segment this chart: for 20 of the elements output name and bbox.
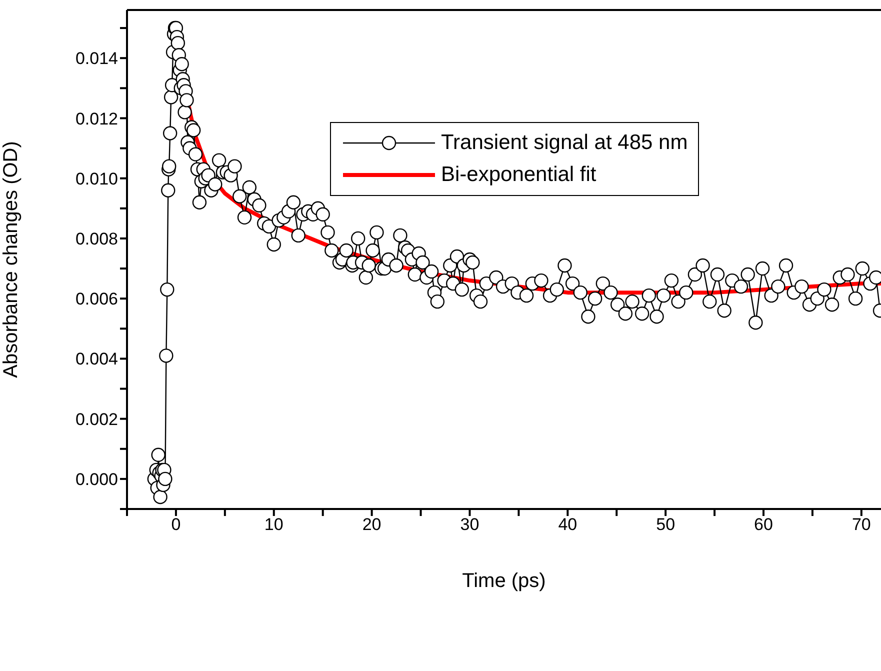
y-tick-label: 0.006	[75, 290, 118, 309]
y-tick-label: 0.004	[75, 350, 118, 369]
x-tick-label: 60	[754, 515, 773, 534]
legend-label: Transient signal at 485 nm	[441, 131, 688, 155]
y-axis-title: Absorbance changes (OD)	[0, 141, 22, 378]
legend-label: Bi-exponential fit	[441, 163, 596, 187]
x-tick-label: 20	[362, 515, 382, 534]
x-tick-label: 10	[264, 515, 284, 534]
x-tick-label: 50	[656, 515, 676, 534]
x-tick-label: 0	[171, 515, 181, 534]
y-tick-label: 0.008	[75, 229, 118, 248]
y-tick-label: 0.010	[75, 169, 118, 188]
y-tick-label: 0.002	[75, 410, 118, 429]
x-tick-label: 70	[852, 515, 871, 534]
y-tick-label: 0.014	[75, 49, 118, 68]
y-tick-label: 0.000	[75, 470, 118, 489]
x-tick-label: 30	[460, 515, 480, 534]
x-tick-label: 40	[558, 515, 578, 534]
x-axis-title: Time (ps)	[462, 570, 546, 592]
y-tick-label: 0.012	[75, 109, 118, 128]
